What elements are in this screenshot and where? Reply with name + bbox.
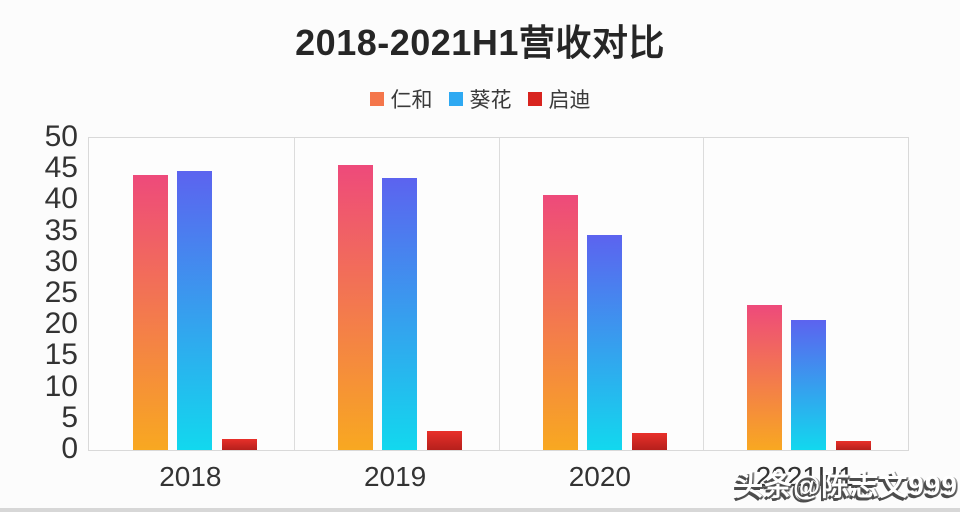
legend-label: 仁和 xyxy=(390,89,433,112)
bar-2021H1-series1 xyxy=(747,305,782,450)
bottom-edge-strip xyxy=(0,508,960,512)
y-tick-label: 40 xyxy=(44,182,78,216)
bar-2018-series3 xyxy=(222,439,257,450)
y-tick-label: 5 xyxy=(61,400,78,434)
y-tick-label: 20 xyxy=(44,307,78,341)
bar-2018-series2 xyxy=(177,171,212,450)
bar-2019-series3 xyxy=(427,431,462,450)
legend-item: 葵花 xyxy=(448,84,512,114)
x-tick-label: 2018 xyxy=(159,461,222,492)
y-tick-label: 50 xyxy=(44,120,78,153)
bar-2020-series1 xyxy=(543,195,578,450)
legend-item: 启迪 xyxy=(527,84,591,114)
legend: 仁和 葵花 启迪 xyxy=(0,84,960,114)
legend-swatch-icon xyxy=(527,92,542,106)
bar-2019-series2 xyxy=(382,178,417,450)
panel-separator xyxy=(294,138,295,450)
bar-2021H1-series2 xyxy=(791,320,826,450)
plot-area xyxy=(88,137,909,451)
y-tick-label: 35 xyxy=(44,213,78,247)
legend-swatch-icon xyxy=(369,92,384,106)
y-tick-label: 15 xyxy=(44,338,78,372)
bar-2018-series1 xyxy=(133,175,168,450)
bar-2020-series2 xyxy=(587,235,622,450)
legend-label: 葵花 xyxy=(469,89,512,112)
y-tick-label: 30 xyxy=(44,244,78,278)
panel-separator xyxy=(703,138,704,450)
bar-2021H1-series3 xyxy=(836,441,871,450)
x-tick-label: 2020 xyxy=(568,461,632,492)
chart-title: 2018-2021H1营收对比 xyxy=(295,22,665,63)
bar-2019-series1 xyxy=(338,165,373,450)
x-tick-label: 2019 xyxy=(363,461,427,492)
bar-2020-series3 xyxy=(632,433,667,450)
y-tick-label: 0 xyxy=(61,432,78,465)
x-tick-label: 2021H1 xyxy=(755,461,854,492)
panel-separator xyxy=(499,138,500,450)
watermark: 头条@陈志文999 xyxy=(734,470,958,501)
y-tick-label: 10 xyxy=(44,369,78,403)
y-tick-label: 25 xyxy=(44,276,78,309)
y-tick-label: 45 xyxy=(44,151,78,185)
legend-swatch-icon xyxy=(448,92,463,106)
legend-label: 启迪 xyxy=(548,89,591,112)
legend-item: 仁和 xyxy=(369,84,433,114)
